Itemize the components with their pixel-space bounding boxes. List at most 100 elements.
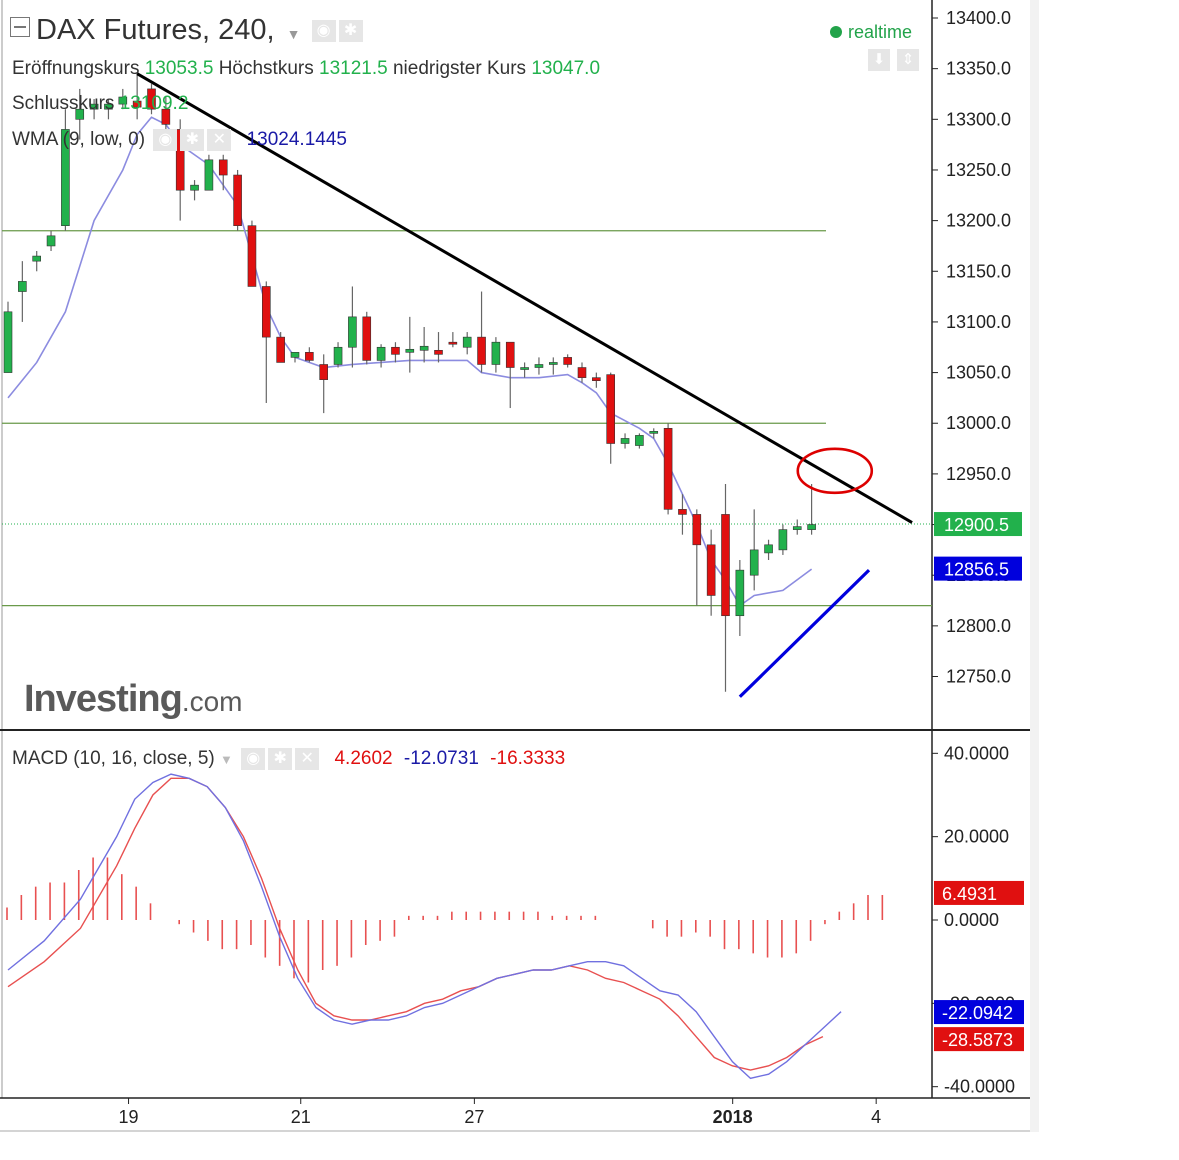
wma-price-label: 12856.5 [944,560,1009,580]
candle-body [706,544,716,596]
candle-body [305,352,314,361]
candle-body [534,364,544,368]
close-icon[interactable]: ✕ [295,748,320,770]
scroll-down-icon[interactable]: ⬇ [868,49,890,71]
macd-hist-axis-label: 6.4931 [942,884,997,904]
close-legend: Schlusskurs 13109.2 [12,93,188,115]
candle-body [721,514,730,617]
macd-tick-label: -40.0000 [944,1077,1015,1097]
macd-signal-value: -16.3333 [490,748,566,770]
candle-body [290,352,300,358]
candle-body [319,364,329,380]
realtime-label: realtime [848,22,913,42]
candle-body [89,103,99,110]
price-tick-label: 13050.0 [946,363,1011,383]
price-tick-label: 12750.0 [946,667,1011,687]
open-label: Eröffnungskurs [12,58,140,79]
candle-body [434,349,443,355]
support-line [738,568,871,698]
wma-label: WMA (9, low, 0) [12,129,146,151]
candle-body [391,346,400,355]
gear-icon[interactable]: ✱ [180,129,205,151]
candle-body [620,438,630,444]
candle-body [132,100,142,108]
candle-body [520,367,529,370]
candle-body [147,88,156,110]
macd-label: MACD (10, 16, close, 5) [12,748,215,770]
wma-value: 13024.1445 [246,129,347,151]
candle-body [218,159,228,176]
low-label: niedrigster Kurs [392,58,527,79]
last-price-label-bg [934,512,1022,537]
candle-body [649,431,659,434]
price-tick-label: 12800.0 [946,616,1011,636]
candle-body [61,129,70,226]
candle-body [764,544,773,554]
candle-body [75,108,85,120]
eye-icon[interactable]: ◉ [153,129,178,151]
candle-body [32,255,42,262]
macd-line-axis-label: -22.0942 [942,1003,1013,1023]
macd-hist-axis-label-bg [934,880,1024,905]
price-tick-label: 13000.0 [946,413,1011,433]
macd-line-axis-label-bg [934,1000,1024,1025]
candle-body [419,345,429,351]
macd-hist-value: 4.2602 [334,748,393,770]
candle-body [678,509,687,515]
chevron-down-icon[interactable]: ▼ [220,752,233,768]
right-margin [1030,0,1039,1132]
candle-body [448,341,458,345]
macd-signal-axis-label: -28.5873 [942,1030,1013,1050]
candle-body [505,341,515,368]
chevron-down-icon[interactable]: ▼ [286,26,301,42]
candle-body [635,435,644,446]
candle-body [405,348,415,353]
candle-body [548,362,558,365]
candle-body [778,529,788,551]
expand-icon[interactable]: ⇕ [897,49,919,71]
last-price-label: 12900.5 [944,515,1009,535]
price-tick-label: 13100.0 [946,312,1011,332]
collapse-icon[interactable] [10,17,30,38]
candle-body [118,96,128,105]
candle-body [18,281,27,292]
candle-body [247,225,257,287]
macd-legend: MACD (10, 16, close, 5) ▼ ◉ ✱ ✕ 4.2602 -12… [12,748,565,770]
gear-icon[interactable]: ✱ [338,20,363,43]
price-tick-label: 13400.0 [946,8,1011,28]
macd-signal-axis-label-bg [934,1027,1024,1052]
close-icon[interactable]: ✕ [207,129,232,151]
macd-line [7,773,842,1080]
wma-price-label-bg [934,556,1022,581]
chart-background [0,0,1035,1132]
candle-body [161,108,171,125]
investing-logo: Investing.com [24,678,243,721]
candle-body [692,514,702,546]
x-tick-label: 19 [119,1107,139,1127]
x-tick-label: 4 [871,1107,881,1127]
candle-body [577,367,587,378]
candle-body [663,428,673,510]
realtime-badge: realtime [830,22,912,43]
page-title: DAX Futures, 240, [36,14,275,46]
eye-icon[interactable]: ◉ [241,748,266,770]
candle-body [276,336,285,363]
status-dot-icon [830,26,842,38]
chart-title-row: DAX Futures, 240, ▼ ◉ ✱ [10,14,363,47]
x-tick-label: 21 [291,1107,311,1127]
candle-body [592,377,601,381]
gear-icon[interactable]: ✱ [268,748,293,770]
candle-body [204,159,214,191]
candle-body [261,286,271,338]
macd-tick-label: 40.0000 [944,743,1009,763]
eye-icon[interactable]: ◉ [311,20,336,43]
candle-body [104,103,113,110]
highlight-circle [796,447,874,495]
price-tick-label: 12950.0 [946,464,1011,484]
candle-body [491,341,501,365]
candle-body [3,311,13,373]
price-tick-label: 13150.0 [946,261,1011,281]
candle-body [175,129,185,191]
